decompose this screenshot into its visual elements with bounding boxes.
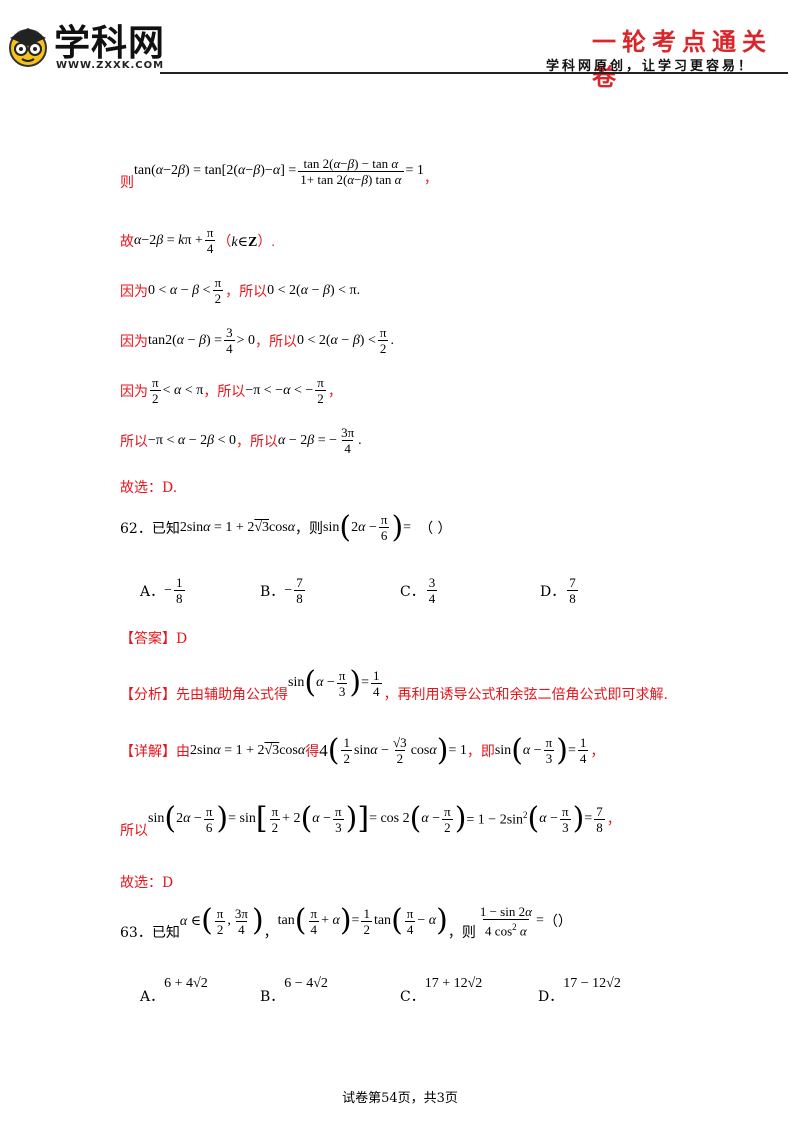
question-number: 63．已知 — [120, 925, 180, 941]
math-expression: = 1 — [405, 163, 424, 178]
math-expression: （k∈Z）. — [217, 234, 275, 250]
prefix: 所以 — [120, 433, 148, 450]
detail-62: 【详解】 由 2sinα = 1 + 2√3cosα 得 4( 1 2 sinα −… — [120, 732, 605, 768]
page-footer: 试卷第54页，共3页 — [342, 1091, 458, 1106]
prefix: 因为 — [120, 383, 148, 400]
math-expression: α−2β = kπ + — [134, 232, 203, 248]
prefix: 故 — [120, 233, 134, 250]
solution-line-1: 则 tan(α−2β) = tan[2(α−β)−α] = tan 2(α−β)… — [120, 155, 438, 192]
logo-face-icon — [9, 28, 47, 67]
answer-62: 【答案】D — [120, 631, 188, 647]
header-title: 一轮考点通关卷 — [592, 27, 772, 91]
question-number: 62．已知 — [120, 520, 180, 537]
prefix: 因为 — [120, 283, 148, 300]
math-expression: tan(α−2β) = tan[2(α−β)−α] = — [134, 163, 297, 178]
logo-url: WWW.ZXXK.COM — [56, 60, 165, 71]
solution-line-6: 所以 −π < α − 2β < 0 ，所以 α − 2β = − 3π 4. — [120, 425, 362, 456]
header-divider — [160, 72, 788, 74]
math-fraction: tan 2(α−β) − tan α 1+ tan 2(α−β) tan α — [298, 155, 404, 187]
prefix: 则 — [120, 175, 134, 191]
header-subtitle: 学科网原创，让学习更容易！ — [546, 59, 755, 74]
answer-62-choose: 故选：D — [120, 875, 174, 891]
prefix: 因为 — [120, 333, 148, 350]
option-a[interactable]: A．6 + 4√2 — [140, 976, 208, 1005]
detail-62-line-2: 所以 sin(2α − π 6) = sin[ π 2 + 2(α − π 3)] = co… — [120, 801, 621, 840]
option-d[interactable]: D．17 − 12√2 — [538, 976, 621, 1005]
logo-text: 学科网 — [54, 23, 166, 64]
options-63: A．6 + 4√2 B．6 − 4√2 C．17 + 12√2 D．17 − 1… — [140, 972, 660, 1005]
option-b[interactable]: B．6 − 4√2 — [260, 976, 328, 1005]
answer-61: 故选：D. — [120, 480, 178, 496]
option-c[interactable]: C．17 + 12√2 — [400, 976, 483, 1005]
